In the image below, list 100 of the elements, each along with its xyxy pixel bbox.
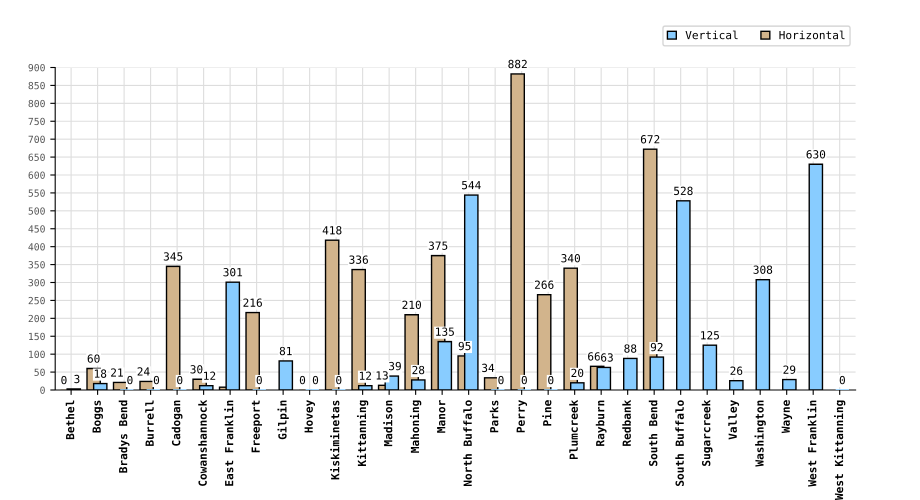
data-label: 39	[389, 362, 401, 370]
y-tick-label: 850	[28, 82, 45, 90]
y-tick-label: 750	[28, 118, 45, 126]
data-label: 24	[138, 367, 150, 376]
data-label: 0	[522, 376, 527, 384]
data-label: 528	[674, 186, 693, 196]
y-tick-label: 550	[28, 189, 45, 197]
x-tick-label: Freeport	[252, 400, 262, 452]
data-label: 12	[360, 372, 372, 380]
data-label: 92	[650, 342, 663, 352]
x-tick-label: Boggs	[92, 400, 103, 432]
data-label: 18	[94, 369, 106, 378]
data-label: 63	[601, 353, 613, 362]
data-label: 0	[336, 376, 342, 384]
y-tick-label: 600	[28, 172, 45, 179]
x-tick-label: South Bend	[648, 400, 658, 466]
data-label: 135	[436, 327, 454, 336]
data-label: 95	[458, 342, 470, 350]
data-label: 0	[127, 376, 133, 384]
data-label: 216	[243, 298, 262, 307]
data-label: 0	[840, 376, 845, 384]
x-tick-label: Washington	[754, 400, 766, 467]
data-label: 125	[701, 331, 719, 340]
data-label: 0	[177, 376, 182, 384]
data-label: 66	[588, 352, 600, 361]
data-label: 301	[223, 268, 242, 276]
data-label: 308	[754, 265, 772, 274]
y-tick-label: 50	[34, 368, 45, 376]
y-tick-label: 150	[29, 332, 45, 340]
data-label: 30	[190, 365, 202, 374]
y-tick-label: 650	[28, 154, 45, 161]
y-tick-label: 200	[28, 314, 45, 322]
data-label: 336	[349, 255, 368, 264]
x-tick-label: Burrell	[145, 400, 154, 446]
y-tick-label: 250	[28, 296, 45, 304]
data-label: 630	[806, 150, 826, 159]
x-tick-label: Valley	[728, 400, 740, 440]
data-label: 0	[312, 376, 318, 384]
data-label: 29	[783, 365, 796, 374]
data-label: 21	[111, 368, 123, 377]
x-tick-label: Mahoning	[410, 400, 422, 453]
data-label: 672	[640, 135, 660, 144]
x-tick-label: Kittanning	[356, 400, 368, 466]
y-tick-label: 100	[29, 350, 45, 358]
y-tick-label: 0	[40, 386, 45, 394]
x-tick-label: Cowanshannock	[198, 400, 207, 486]
data-label: 882	[508, 60, 527, 68]
x-tick-label: Parks	[490, 400, 498, 432]
data-label: 266	[534, 280, 554, 289]
x-tick-label: Plumcreek	[569, 400, 578, 460]
x-tick-label: Gilpin	[277, 400, 289, 440]
x-tick-label: Bethel	[66, 400, 74, 440]
data-label: 0	[154, 376, 160, 384]
x-tick-label: North Buffalo	[463, 400, 472, 486]
x-tick-label: East Franklin	[224, 400, 234, 486]
data-label: 3	[74, 374, 80, 384]
x-tick-label: Bradys Bend	[118, 400, 130, 473]
x-tick-label: Cadogan	[172, 400, 182, 446]
data-label: 0	[498, 376, 504, 384]
data-label: 0	[548, 376, 554, 384]
y-tick-label: 300	[28, 279, 45, 286]
legend-label: Horizontal	[779, 30, 845, 40]
data-label: 88	[624, 344, 636, 353]
data-label: 0	[256, 376, 262, 384]
x-tick-label: Hovey	[304, 400, 315, 432]
data-label: 20	[571, 368, 584, 378]
y-tick-label: 700	[28, 136, 45, 144]
x-tick-label: South Buffalo	[675, 400, 684, 486]
x-tick-label: West Kittanning	[834, 400, 846, 500]
data-label: 26	[730, 366, 742, 375]
data-label: 345	[164, 252, 182, 261]
x-tick-label: Manor	[437, 400, 446, 433]
data-label: 60	[88, 354, 100, 363]
data-label: 0	[61, 376, 67, 384]
x-tick-label: Rayburn	[596, 400, 607, 446]
data-label: 544	[462, 181, 481, 190]
y-tick-label: 450	[28, 225, 45, 233]
y-tick-label: 900	[28, 64, 45, 72]
data-label: 28	[412, 366, 424, 374]
y-tick-label: 500	[28, 207, 45, 215]
data-label: 375	[428, 241, 448, 250]
data-label: 210	[402, 300, 421, 310]
data-label: 340	[561, 254, 580, 262]
x-tick-label: Redbank	[622, 400, 631, 446]
x-tick-label: West Franklin	[807, 400, 816, 487]
y-tick-label: 800	[28, 100, 45, 108]
x-tick-label: Sugarcreek	[702, 400, 713, 466]
y-tick-label: 350	[28, 261, 45, 268]
x-tick-label: Perry	[516, 400, 528, 432]
data-label: 13	[376, 371, 388, 380]
x-tick-label: Kiskiminetas	[330, 400, 340, 480]
x-tick-label: Wayne	[782, 400, 792, 434]
data-label: 0	[300, 376, 306, 384]
x-tick-label: Pine	[542, 400, 552, 426]
legend-label: Vertical	[686, 30, 738, 40]
y-tick-label: 400	[28, 243, 45, 251]
data-label: 81	[280, 346, 292, 356]
data-label: 12	[204, 372, 216, 380]
data-label: 34	[482, 364, 494, 372]
data-label: 418	[322, 226, 342, 234]
